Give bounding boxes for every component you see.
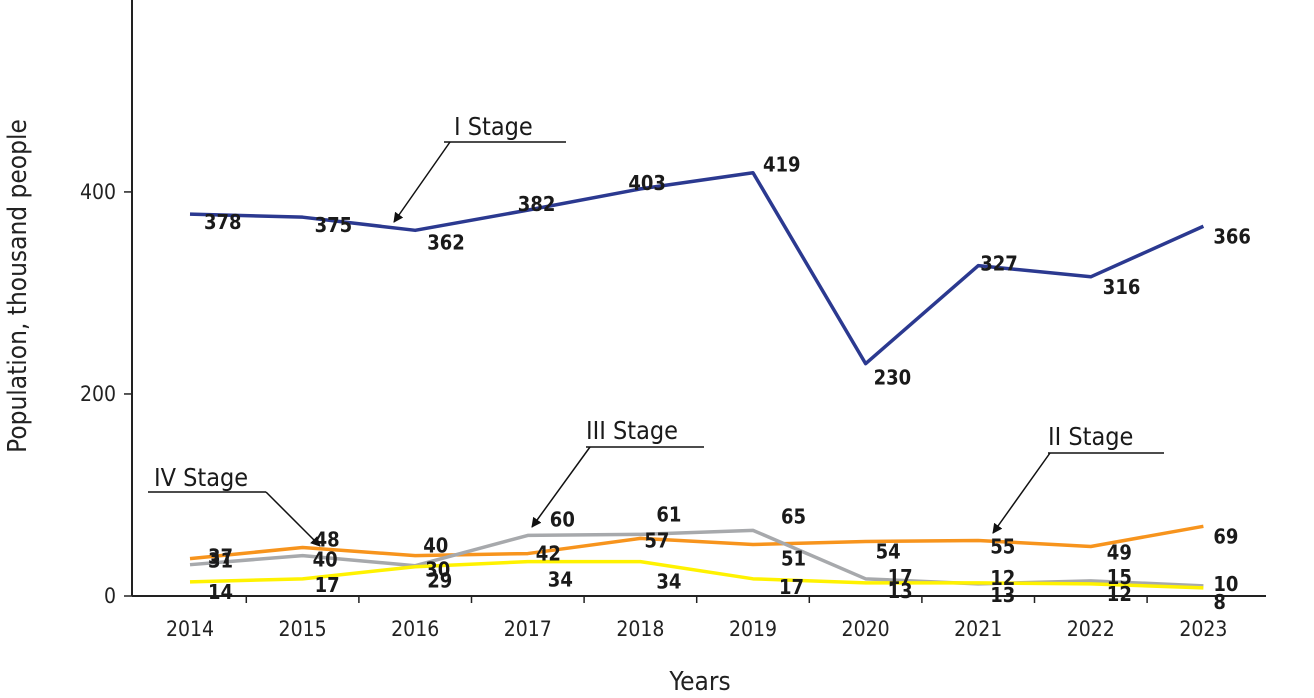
data-label-i-stage: 362: [427, 230, 465, 254]
data-label-iii-stage: 31: [208, 549, 233, 573]
data-label-iii-stage: 12: [990, 566, 1015, 590]
series-line-iv-stage: [189, 559, 1204, 590]
series-line-ii-stage: [189, 524, 1204, 561]
data-label-i-stage: 375: [315, 213, 353, 237]
annotation-arrow: [531, 446, 591, 528]
y-tick-label: 400: [80, 180, 116, 204]
data-label-ii-stage: 69: [1213, 524, 1238, 548]
series-line-iii-stage: [189, 528, 1204, 588]
data-label-ii-stage: 57: [644, 528, 669, 552]
data-label-i-stage: 419: [763, 153, 801, 177]
data-label-i-stage: 403: [628, 171, 666, 195]
x-axis-title: Years: [668, 667, 730, 697]
x-tick-label: 2015: [279, 617, 327, 641]
data-label-i-stage: 230: [874, 366, 912, 390]
data-label-i-stage: 316: [1103, 275, 1141, 299]
data-label-iii-stage: 60: [550, 507, 575, 531]
data-label-iii-stage: 65: [781, 504, 806, 528]
data-label-iii-stage: 17: [888, 565, 913, 589]
data-label-iv-stage: 17: [315, 573, 340, 597]
data-label-iv-stage: 29: [427, 569, 452, 593]
x-tick-label: 2018: [616, 617, 664, 641]
annotation-arrow: [992, 452, 1051, 534]
data-label-i-stage: 378: [204, 210, 242, 234]
data-label-iv-stage: 13: [888, 579, 913, 603]
data-label-iv-stage: 34: [656, 570, 681, 594]
data-label-iv-stage: 8: [1213, 590, 1226, 614]
x-tick-label: 2022: [1067, 617, 1115, 641]
x-tick-label: 2021: [954, 617, 1002, 641]
annotation-i-stage: I Stage: [454, 112, 533, 141]
y-tick-label: 0: [104, 584, 116, 608]
data-label-ii-stage: 55: [990, 534, 1015, 558]
data-label-i-stage: 366: [1213, 224, 1251, 248]
annotation-iii-stage: III Stage: [586, 416, 678, 445]
annotation-arrow: [393, 141, 451, 223]
data-label-iv-stage: 34: [548, 568, 573, 592]
data-label-ii-stage: 42: [536, 542, 561, 566]
data-label-iv-stage: 13: [990, 583, 1015, 607]
data-label-iv-stage: 17: [779, 575, 804, 599]
data-label-iv-stage: 12: [1107, 582, 1132, 606]
x-tick-label: 2016: [391, 617, 439, 641]
x-tick-label: 2019: [729, 617, 777, 641]
data-label-ii-stage: 40: [423, 534, 448, 558]
x-tick-label: 2014: [166, 617, 214, 641]
x-tick-label: 2020: [842, 617, 890, 641]
series-line-i-stage: [189, 170, 1205, 366]
data-label-ii-stage: 37: [208, 545, 233, 569]
data-label-i-stage: 327: [980, 252, 1018, 276]
data-label-iii-stage: 10: [1213, 572, 1238, 596]
annotation-arrow: [265, 491, 321, 547]
x-tick-label: 2023: [1179, 617, 1227, 641]
data-label-iii-stage: 61: [656, 502, 681, 526]
x-tick-label: 2017: [504, 617, 552, 641]
data-label-ii-stage: 49: [1107, 541, 1132, 565]
annotation-ii-stage: II Stage: [1048, 422, 1133, 451]
y-tick-label: 200: [80, 382, 116, 406]
data-label-iv-stage: 14: [208, 580, 233, 604]
data-label-ii-stage: 51: [781, 546, 806, 570]
data-label-ii-stage: 54: [876, 539, 901, 563]
data-label-i-stage: 382: [518, 192, 556, 216]
annotation-iv-stage: IV Stage: [154, 463, 248, 492]
y-axis-title: Population, thousand people: [3, 119, 33, 453]
data-label-iii-stage: 30: [425, 558, 450, 582]
data-label-iii-stage: 15: [1107, 565, 1132, 589]
data-label-iii-stage: 40: [313, 548, 338, 572]
